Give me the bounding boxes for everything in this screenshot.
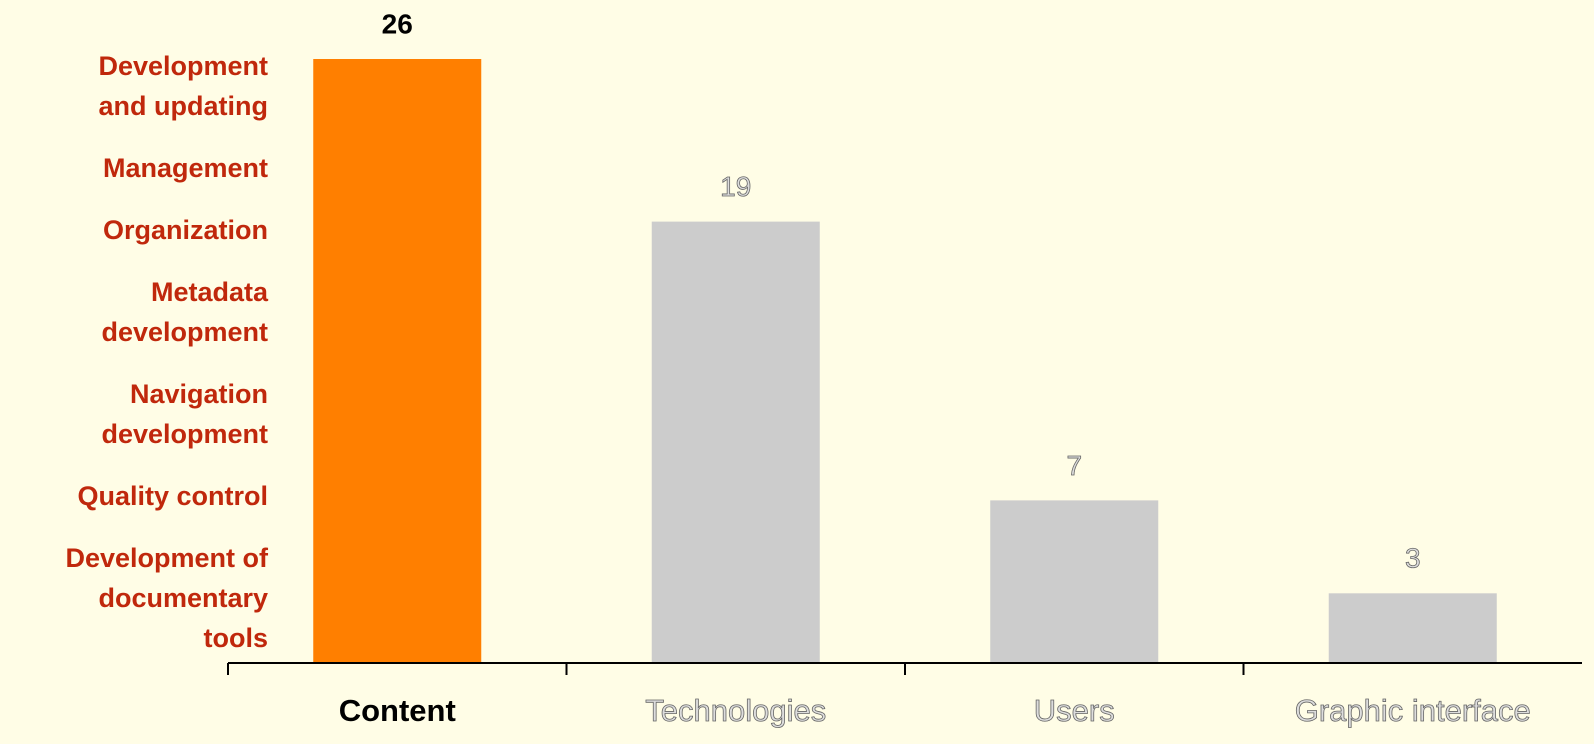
x-tick-label: Users xyxy=(1034,693,1115,728)
x-tick-label: Graphic interface xyxy=(1295,693,1531,728)
value-label: 3 xyxy=(1405,543,1421,574)
value-label: 26 xyxy=(382,8,413,39)
x-tick-label: Technologies xyxy=(645,693,826,728)
annotation: Organization xyxy=(103,215,268,245)
annotation: Development xyxy=(98,51,268,81)
annotation: documentary xyxy=(98,583,268,613)
annotation: Development of xyxy=(65,543,269,573)
bar xyxy=(1328,593,1497,663)
annotation: Management xyxy=(103,153,268,183)
annotation: and updating xyxy=(99,91,268,121)
bar xyxy=(651,221,820,663)
value-label: 19 xyxy=(720,171,751,202)
annotation: development xyxy=(101,317,268,347)
annotation: Metadata xyxy=(151,277,269,307)
bar xyxy=(990,500,1159,663)
annotation: Navigation xyxy=(130,379,268,409)
bar xyxy=(313,59,482,663)
annotation: Quality control xyxy=(77,481,268,511)
x-tick-label: Content xyxy=(339,693,456,728)
annotation: tools xyxy=(204,623,269,653)
annotation: development xyxy=(101,419,268,449)
value-label: 7 xyxy=(1066,450,1082,481)
